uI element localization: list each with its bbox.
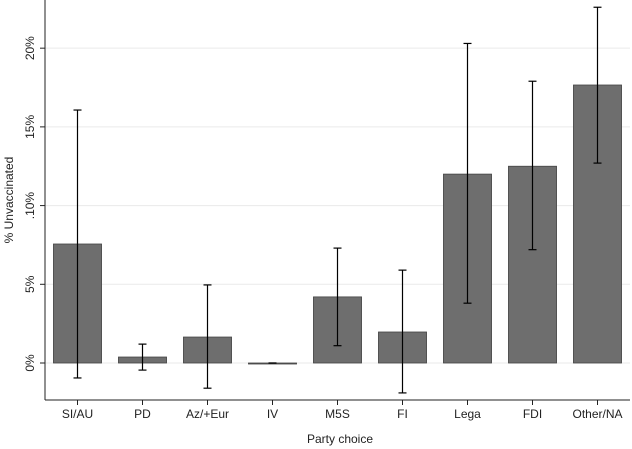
- y-tick-label: .10%: [23, 192, 37, 220]
- x-tick-label: Lega: [454, 407, 481, 421]
- y-tick-label: 20%: [23, 36, 37, 60]
- y-tick-label: 15%: [23, 115, 37, 139]
- x-axis-label: Party choice: [307, 432, 373, 446]
- y-tick-label: 0%: [23, 354, 37, 372]
- x-tick-label: FI: [397, 407, 408, 421]
- y-tick-label: 5%: [23, 275, 37, 293]
- y-axis-label: % Unvaccinated: [2, 157, 16, 244]
- x-tick-label: IV: [267, 407, 278, 421]
- x-tick-label: SI/AU: [62, 407, 93, 421]
- x-tick-label: M5S: [325, 407, 350, 421]
- x-tick-label: Az/+Eur: [186, 407, 229, 421]
- x-tick-label: FDI: [523, 407, 542, 421]
- x-tick-label: Other/NA: [572, 407, 622, 421]
- x-tick-label: PD: [134, 407, 151, 421]
